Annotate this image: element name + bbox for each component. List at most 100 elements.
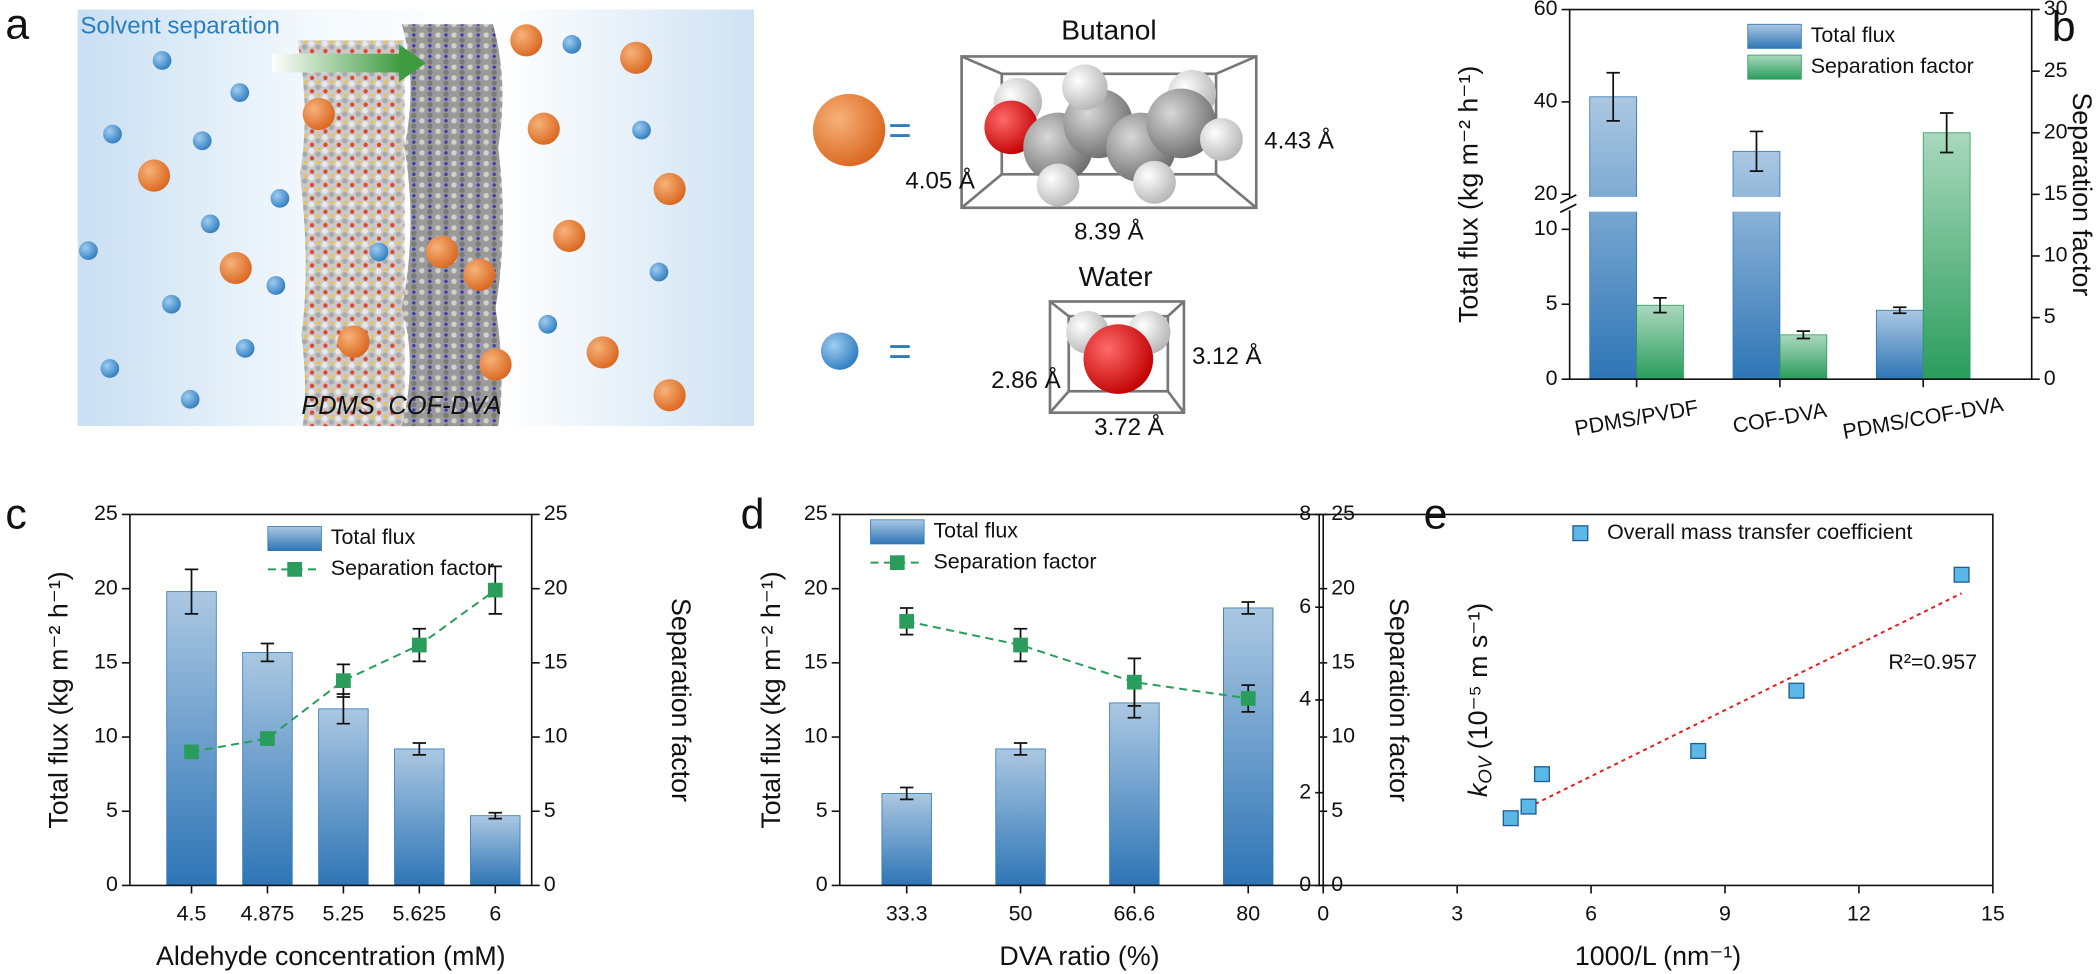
error-bar — [412, 742, 427, 756]
x-tick-label: 80 — [1236, 902, 1260, 926]
bar — [1109, 702, 1160, 886]
water-sphere — [79, 241, 98, 260]
legend-label: Separation factor — [933, 549, 1096, 573]
x-tick-label: 66.6 — [1114, 902, 1156, 926]
error-bar — [488, 811, 502, 820]
y-tick-label: 25 — [804, 501, 828, 525]
bar — [1732, 150, 1781, 380]
water-sphere — [230, 83, 250, 102]
equals-sign: = — [888, 328, 911, 373]
cof-layer — [401, 24, 503, 427]
scatter-point — [1953, 566, 1970, 583]
bar — [1636, 304, 1684, 380]
y2-tick-label: 15 — [1331, 650, 1355, 674]
x-tick-label: 6 — [1585, 902, 1597, 926]
water-sphere — [649, 262, 669, 282]
y-axis-title: Total flux (kg m⁻² h⁻¹) — [1454, 66, 1484, 323]
bar — [1589, 96, 1638, 380]
bar — [881, 793, 932, 886]
x-tick-label: 0 — [1317, 902, 1329, 926]
y-tick-label: 10 — [804, 724, 828, 748]
y2-tick-label: 15 — [544, 650, 568, 674]
bar — [1779, 334, 1828, 380]
butanol-sphere — [463, 258, 496, 291]
x-tick-label: PDMS/PVDF — [1573, 395, 1700, 440]
layer-label: PDMS — [301, 392, 375, 420]
y-tick-label: 2 — [1299, 779, 1311, 803]
bar — [1875, 309, 1924, 380]
y2-axis-title: Separation factor — [666, 598, 696, 802]
y2-tick-label: 0 — [2044, 366, 2056, 390]
error-bar — [1749, 130, 1764, 173]
butanol-sphere — [586, 336, 619, 369]
y-axis-symbol: k — [1463, 782, 1493, 797]
line-marker — [260, 731, 275, 746]
panel-label: a — [5, 0, 29, 48]
legend-swatch — [267, 526, 322, 552]
x-tick-label: 4.875 — [241, 902, 295, 926]
legend-swatch — [870, 519, 925, 545]
water-sphere — [100, 359, 120, 378]
y-tick-label: 10 — [94, 724, 118, 748]
butanol-sphere — [653, 172, 686, 206]
y-axis-title: kOV (10⁻⁵ m s⁻¹) — [1463, 603, 1496, 797]
panel-label: c — [5, 490, 26, 538]
water-sphere — [270, 189, 290, 208]
plot-frame — [129, 513, 533, 887]
y-tick-label: 10 — [1534, 216, 1558, 240]
water-sphere — [235, 339, 255, 358]
dimension-label: 3.12 Å — [1192, 342, 1263, 370]
y2-tick-label: 5 — [1331, 798, 1343, 822]
error-bar — [1939, 112, 1954, 154]
panel-label: d — [741, 490, 765, 538]
y-tick-label: 15 — [804, 650, 828, 674]
y-tick-label: 25 — [94, 501, 118, 525]
y-tick-label: 20 — [804, 575, 828, 599]
y-axis-unit: (10⁻⁵ m s⁻¹) — [1463, 603, 1493, 757]
y-tick-label: 40 — [1534, 89, 1558, 113]
water-sphere — [562, 34, 582, 54]
legend-label: Overall mass transfer coefficient — [1607, 520, 1912, 544]
y-tick-label: 0 — [1546, 366, 1558, 390]
y-axis-title: Total flux (kg m⁻² h⁻¹) — [43, 571, 73, 828]
water-sphere — [266, 276, 286, 295]
line-marker — [184, 744, 199, 760]
arrow-body — [271, 53, 402, 73]
line-marker — [1013, 637, 1028, 653]
line-marker — [899, 613, 915, 629]
butanol-sphere — [620, 41, 653, 74]
butanol-sphere — [527, 112, 560, 145]
plot-frame — [1322, 513, 1994, 887]
y2-tick-label: 15 — [2044, 181, 2068, 205]
chart: 0 5 10 20 40 60 0 5 10 15 20 25 30 Separation factor T… — [1454, 0, 2097, 444]
line-series — [906, 620, 1249, 700]
y2-tick-label: 25 — [544, 501, 568, 525]
annotation: R²=0.957 — [1888, 650, 1977, 674]
y2-tick-label: 25 — [2044, 58, 2068, 82]
axis-break-gap — [1588, 196, 1638, 212]
layer-label: COF-DVA — [388, 392, 501, 420]
bar — [1922, 132, 1971, 380]
y2-tick-label: 5 — [544, 798, 556, 822]
scatter-point — [1520, 798, 1537, 815]
x-tick-label: 33.3 — [886, 902, 928, 926]
water-sphere — [632, 120, 651, 140]
line-marker — [1240, 691, 1256, 706]
x-axis-title: 1000/L (nm⁻¹) — [1575, 941, 1741, 971]
illustration: Solvent separation PDMS COF-DVA = Butano… — [77, 9, 1335, 441]
x-tick-label: 50 — [1009, 902, 1033, 926]
error-bar — [184, 568, 199, 615]
dimension-label: 2.86 Å — [991, 366, 1062, 394]
arrow-head — [399, 44, 426, 82]
molecules — [79, 24, 686, 412]
bar — [470, 815, 521, 886]
line-series — [191, 589, 496, 753]
error-bar — [1606, 71, 1620, 122]
y-tick-label: 5 — [106, 798, 118, 822]
axis-break-mark — [1559, 194, 1577, 214]
y2-tick-label: 10 — [544, 724, 568, 748]
butanol-molecule — [984, 64, 1243, 207]
error-bar — [899, 786, 914, 801]
line-marker — [487, 582, 503, 598]
butanol-sphere — [425, 235, 459, 269]
